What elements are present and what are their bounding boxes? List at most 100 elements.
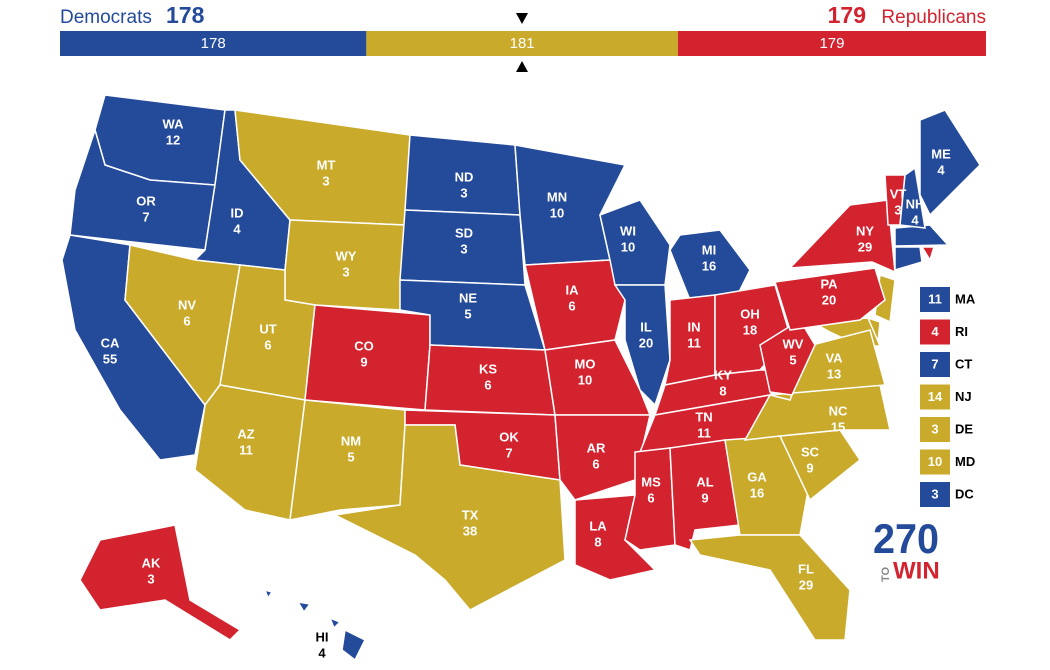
- state-votes: 3: [931, 421, 938, 436]
- logo: 270 TO WIN: [873, 515, 940, 584]
- state-votes: 14: [928, 389, 943, 404]
- state-abbr: ND: [455, 169, 474, 184]
- state-abbr: KY: [714, 367, 732, 382]
- state-votes: 3: [322, 173, 329, 188]
- logo-win: WIN: [893, 557, 940, 584]
- state-abbr: SD: [455, 225, 473, 240]
- state-votes: 4: [318, 645, 326, 660]
- state-votes: 8: [719, 383, 726, 398]
- state-votes: 20: [822, 292, 836, 307]
- state-abbr: SC: [801, 444, 820, 459]
- state-votes: 20: [639, 335, 653, 350]
- state-votes: 11: [239, 442, 253, 457]
- state-shape: [894, 246, 923, 272]
- state-votes: 8: [594, 534, 601, 549]
- state-abbr: NC: [829, 403, 848, 418]
- state-abbr: VA: [825, 350, 843, 365]
- state-votes: 18: [743, 322, 757, 337]
- state-votes: 9: [806, 460, 813, 475]
- state-votes: 5: [347, 449, 354, 464]
- state-abbr: DC: [955, 486, 974, 501]
- state-votes: 6: [264, 337, 271, 352]
- state-votes: 13: [827, 366, 841, 381]
- state-abbr: NH: [906, 196, 925, 211]
- state-abbr: WA: [163, 116, 185, 131]
- state-abbr: WI: [620, 223, 636, 238]
- bar-segment: [366, 31, 678, 56]
- state-abbr: MS: [641, 474, 661, 489]
- state-shape: [774, 267, 886, 331]
- state-abbr: NV: [178, 297, 196, 312]
- state-abbr: NM: [341, 433, 361, 448]
- state-shape: [613, 284, 671, 407]
- bar-value: 179: [819, 35, 844, 52]
- state-box: [920, 417, 950, 442]
- state-abbr: ME: [931, 146, 951, 161]
- state-votes: 4: [911, 212, 919, 227]
- state-abbr: ID: [231, 205, 244, 220]
- state-votes: 9: [360, 354, 367, 369]
- state-shape: [332, 424, 566, 611]
- state-abbr: AL: [696, 474, 713, 489]
- state-votes: 6: [568, 298, 575, 313]
- state-abbr: TN: [695, 409, 712, 424]
- state-abbr: NY: [856, 223, 874, 238]
- logo-number: 270: [873, 515, 939, 562]
- state-votes: 4: [931, 324, 939, 339]
- bar-value: 181: [510, 35, 535, 52]
- state-votes: 10: [550, 205, 564, 220]
- state-abbr: MI: [702, 242, 716, 257]
- state-votes: 16: [750, 485, 764, 500]
- state-votes: 29: [858, 239, 872, 254]
- state-abbr: MO: [575, 356, 596, 371]
- state-abbr: UT: [259, 321, 276, 336]
- state-shape: [296, 600, 312, 614]
- state-votes: 38: [463, 523, 477, 538]
- us-map: WA12OR7CA55ID4NV6MT3WY3UT6AZ11CO9NM5ND3S…: [61, 94, 981, 662]
- state-votes: 3: [931, 486, 938, 501]
- state-shape: [899, 166, 926, 229]
- state-votes: 5: [789, 352, 796, 367]
- state-votes: 11: [697, 425, 711, 440]
- state-abbr: WV: [783, 336, 804, 351]
- marker-down: [516, 13, 528, 24]
- state-votes: 3: [460, 241, 467, 256]
- state-abbr: TX: [462, 507, 479, 522]
- state-shape: [788, 199, 896, 274]
- state-votes: 6: [484, 377, 491, 392]
- state-votes: 15: [831, 419, 845, 434]
- state-abbr: RI: [955, 324, 968, 339]
- state-box: [920, 319, 950, 345]
- state-votes: 10: [928, 454, 942, 469]
- rep-total: 179: [828, 2, 866, 28]
- state-abbr: FL: [798, 561, 814, 576]
- state-votes: 6: [592, 456, 599, 471]
- state-votes: 6: [647, 490, 654, 505]
- state-abbr: OK: [499, 429, 519, 444]
- state-abbr: AZ: [237, 426, 254, 441]
- state-abbr: NJ: [955, 389, 972, 404]
- state-votes: 7: [142, 209, 149, 224]
- state-votes: 16: [702, 258, 716, 273]
- state-abbr: IN: [688, 319, 701, 334]
- state-votes: 11: [687, 335, 701, 350]
- state-abbr: AK: [142, 555, 161, 570]
- state-votes: 4: [937, 162, 945, 177]
- bar-segment: [677, 31, 986, 56]
- state-abbr: MA: [955, 291, 976, 306]
- state-votes: 10: [578, 372, 592, 387]
- state-votes: 29: [799, 577, 813, 592]
- tally-bar: 178 181 179: [60, 31, 986, 56]
- state-shape: [79, 524, 242, 641]
- state-abbr: DE: [955, 421, 973, 436]
- state-abbr: MD: [955, 454, 975, 469]
- dem-label: Democrats: [60, 7, 152, 28]
- state-shape: [688, 534, 851, 641]
- state-abbr: WY: [336, 248, 357, 263]
- state-box: [920, 449, 950, 475]
- state-votes: 7: [505, 445, 512, 460]
- small-states: 11 MA 4 RI 7 CT 14 NJ 3 DE 10 MD 3 DC: [920, 287, 976, 507]
- state-abbr: OR: [136, 193, 156, 208]
- state-shape: [544, 339, 652, 416]
- state-votes: 4: [233, 221, 241, 236]
